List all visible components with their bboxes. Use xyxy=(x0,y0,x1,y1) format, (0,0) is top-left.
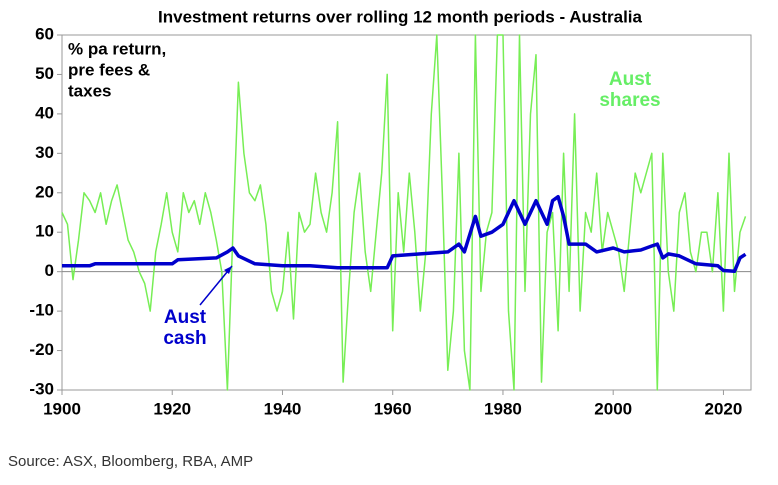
y-tick-label: -20 xyxy=(29,340,54,359)
annotation: % pa return, xyxy=(68,39,166,58)
x-tick-label: 1900 xyxy=(43,399,81,418)
annotation: shares xyxy=(599,90,660,111)
x-tick-label: 1980 xyxy=(484,399,522,418)
arrow xyxy=(199,265,233,306)
chart-title: Investment returns over rolling 12 month… xyxy=(158,7,643,26)
annotation: cash xyxy=(163,328,206,349)
x-tick-label: 1960 xyxy=(374,399,412,418)
x-tick-label: 1920 xyxy=(153,399,191,418)
x-tick-label: 2000 xyxy=(594,399,632,418)
x-tick-label: 2020 xyxy=(705,399,743,418)
arrow-head xyxy=(224,266,232,274)
annotation: Aust xyxy=(164,307,207,328)
y-tick-label: 20 xyxy=(35,182,54,201)
y-tick-label: 10 xyxy=(35,222,54,241)
y-tick-label: -30 xyxy=(29,379,54,398)
series-line xyxy=(61,34,747,391)
annotation: Aust xyxy=(609,69,652,90)
x-tick-label: 1940 xyxy=(264,399,302,418)
y-tick-label: 40 xyxy=(35,103,54,122)
y-tick-label: 0 xyxy=(45,261,54,280)
y-tick-label: 60 xyxy=(35,24,54,43)
y-tick-label: -10 xyxy=(29,301,54,320)
y-tick-label: 50 xyxy=(35,64,54,83)
annotation: pre fees & xyxy=(68,60,150,79)
annotation: taxes xyxy=(68,81,111,100)
series-line xyxy=(62,194,747,274)
source: Source: ASX, Bloomberg, RBA, AMP xyxy=(8,453,253,470)
y-tick-label: 30 xyxy=(35,143,54,162)
